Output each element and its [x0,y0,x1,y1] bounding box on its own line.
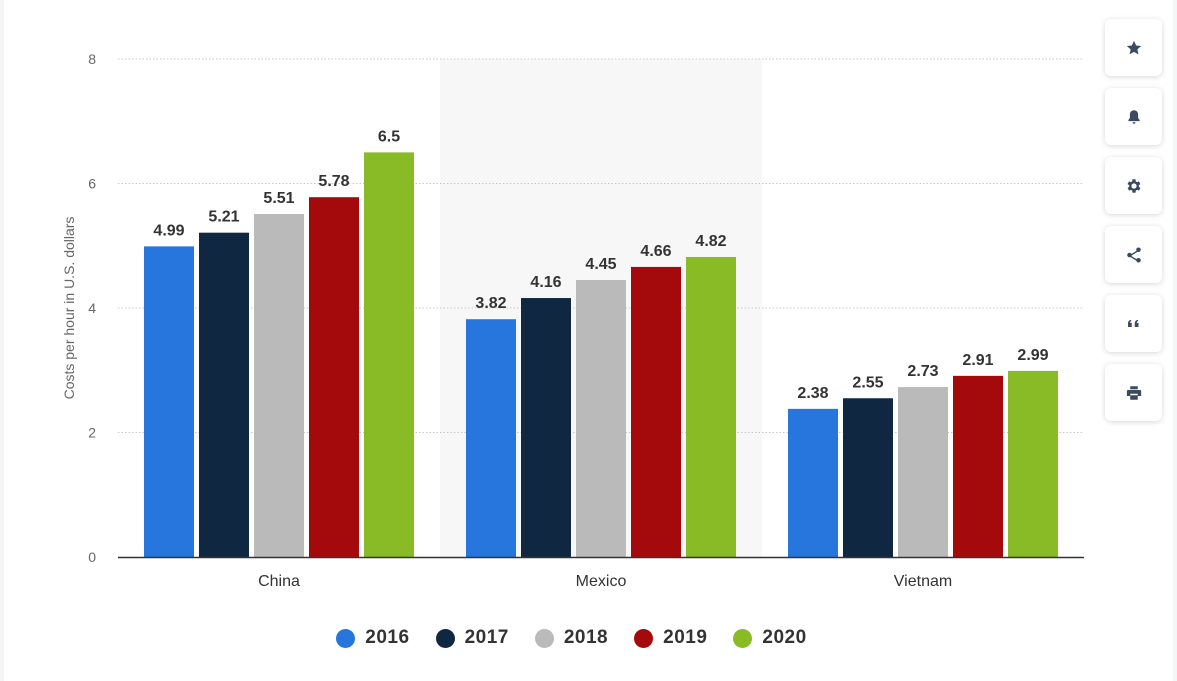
legend-label: 2019 [663,627,708,648]
data-label: 2.73 [907,363,938,380]
chart-legend: 2016 2017 2018 2019 2020 [4,627,1139,649]
data-label: 5.21 [208,209,239,226]
quote-icon [1127,319,1138,327]
y-tick-label: 0 [88,549,96,565]
legend-label: 2018 [563,627,609,648]
data-label: 4.16 [530,274,561,291]
bar-china-2020 [364,152,414,557]
gear-icon [1127,178,1140,193]
x-tick-label: Vietnam [894,573,952,590]
y-tick-label: 8 [88,51,96,67]
legend-item-2016[interactable]: 2016 [336,627,409,649]
notification-button[interactable] [1105,88,1162,145]
data-label: 2.55 [852,374,883,391]
data-label: 4.45 [585,256,616,273]
bar-vietnam-2016 [788,408,838,557]
data-label: 2.99 [1017,347,1048,364]
bar-vietnam-2018 [898,387,948,557]
bar-vietnam-2017 [843,398,893,557]
data-label: 6.5 [378,128,400,145]
legend-marker [534,628,554,648]
data-label: 5.51 [263,190,294,207]
bar-vietnam-2020 [1008,370,1058,557]
print-icon [1126,385,1141,400]
y-tick-label: 4 [88,300,96,316]
bar-mexico-2018 [576,279,626,557]
bell-icon [1127,109,1140,124]
y-axis-title: Costs per hour in U.S. dollars [61,217,77,400]
bar-china-2018 [254,214,304,557]
x-tick-label: China [258,573,300,590]
y-tick-label: 6 [88,176,96,192]
bar-vietnam-2019 [953,375,1003,557]
legend-item-2018[interactable]: 2018 [534,627,609,649]
bar-china-2017 [199,232,249,558]
settings-button[interactable] [1105,157,1162,214]
data-label: 4.82 [695,233,726,250]
legend-marker [435,628,455,648]
star-icon [1126,40,1141,54]
bar-mexico-2020 [686,256,736,557]
chart-card: 0 2 4 6 8 Costs per hour in U.S. dollars 4.99 5… [4,0,1173,681]
data-label: 3.82 [475,295,506,312]
bar-mexico-2019 [631,266,681,557]
y-tick-label: 2 [88,425,96,441]
cite-button[interactable] [1105,295,1162,352]
bar-mexico-2017 [521,298,571,557]
favorite-button[interactable] [1105,19,1162,76]
bar-mexico-2016 [466,319,516,557]
legend-item-2017[interactable]: 2017 [435,627,509,649]
legend-marker [336,628,356,648]
legend-label: 2016 [365,627,410,648]
legend-marker [733,628,753,648]
legend-marker [634,628,654,648]
bar-china-2019 [309,197,359,557]
legend-label: 2017 [464,627,509,648]
bar-china-2016 [144,246,194,557]
data-label: 4.66 [640,243,671,260]
data-label: 5.78 [318,173,349,190]
bar-chart: 0 2 4 6 8 Costs per hour in U.S. dollars 4.99 5… [61,51,1084,590]
legend-label: 2020 [762,627,807,648]
legend-item-2020[interactable]: 2020 [733,627,806,649]
print-button[interactable] [1105,364,1162,421]
data-label: 2.91 [962,352,993,369]
chart-toolbar [1105,19,1163,433]
legend-item-2019[interactable]: 2019 [634,627,707,649]
data-label: 2.38 [797,385,828,402]
share-button[interactable] [1105,226,1162,283]
x-tick-label: Mexico [576,573,627,590]
data-label: 4.99 [153,222,184,239]
share-icon [1126,247,1141,262]
